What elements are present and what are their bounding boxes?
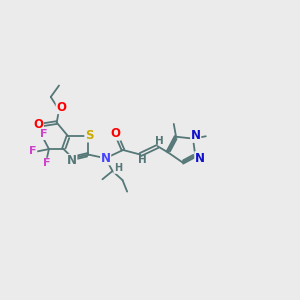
Text: S: S: [85, 129, 93, 142]
Text: O: O: [111, 127, 121, 140]
Text: F: F: [29, 146, 37, 156]
Text: H: H: [138, 155, 147, 165]
Text: N: N: [195, 152, 205, 165]
Text: O: O: [56, 100, 66, 113]
Text: N: N: [100, 152, 111, 165]
Text: N: N: [191, 129, 201, 142]
Text: O: O: [33, 118, 43, 131]
Text: F: F: [40, 130, 47, 140]
Text: N: N: [67, 154, 77, 167]
Text: F: F: [43, 158, 50, 168]
Text: H: H: [114, 163, 122, 173]
Text: H: H: [155, 136, 164, 146]
